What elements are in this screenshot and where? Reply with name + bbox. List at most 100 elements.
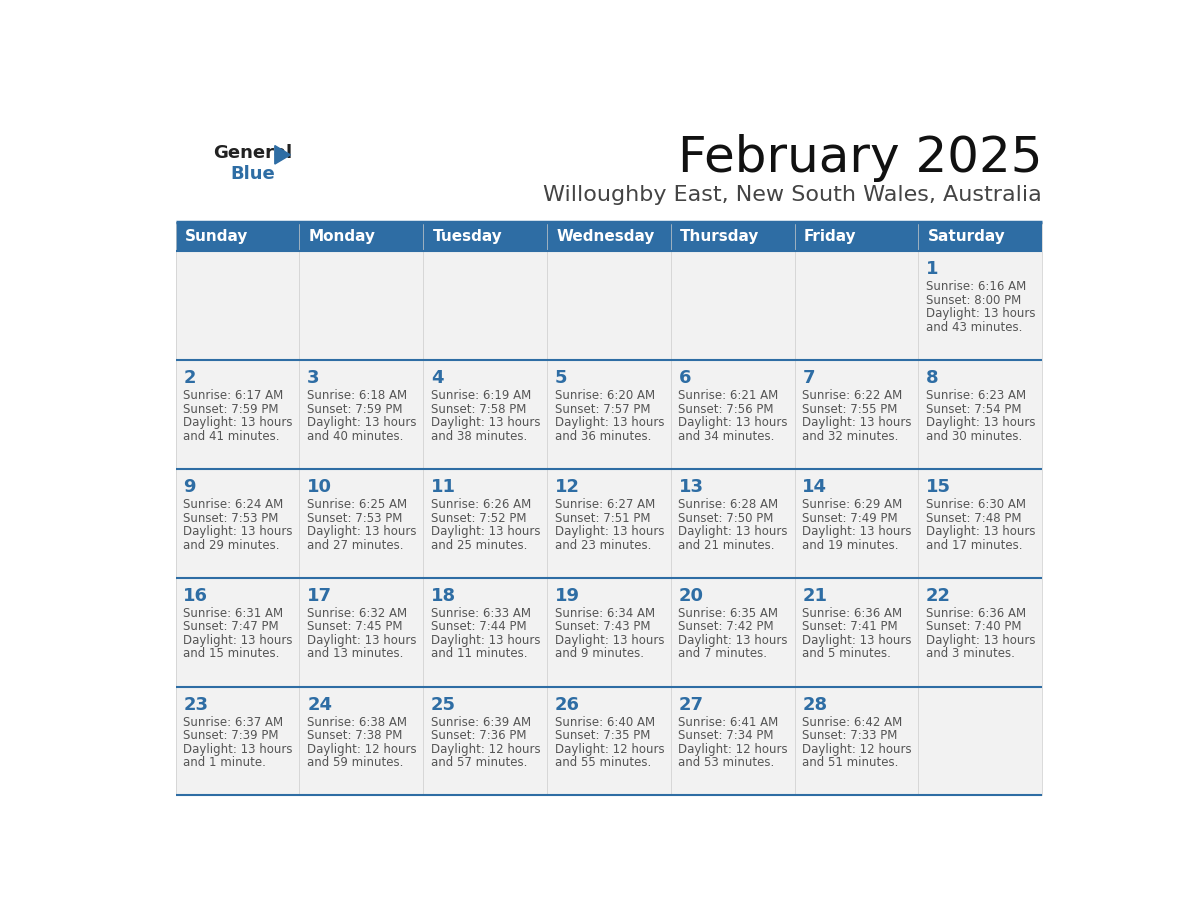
Bar: [423, 687, 546, 796]
Text: and 36 minutes.: and 36 minutes.: [555, 430, 651, 442]
Text: Sunset: 7:51 PM: Sunset: 7:51 PM: [555, 511, 650, 524]
Bar: [795, 577, 918, 687]
Text: Sunrise: 6:35 AM: Sunrise: 6:35 AM: [678, 607, 778, 620]
Text: 14: 14: [802, 478, 827, 496]
Text: and 53 minutes.: and 53 minutes.: [678, 756, 775, 769]
Text: Sunrise: 6:30 AM: Sunrise: 6:30 AM: [927, 498, 1026, 511]
Text: Sunset: 7:42 PM: Sunset: 7:42 PM: [678, 621, 775, 633]
Bar: [299, 469, 423, 577]
Text: 7: 7: [802, 369, 815, 387]
Text: Daylight: 13 hours: Daylight: 13 hours: [431, 416, 541, 429]
Text: Daylight: 13 hours: Daylight: 13 hours: [802, 416, 911, 429]
Text: Daylight: 12 hours: Daylight: 12 hours: [678, 743, 788, 756]
Text: 11: 11: [431, 478, 456, 496]
Text: and 59 minutes.: and 59 minutes.: [308, 756, 404, 769]
Text: and 17 minutes.: and 17 minutes.: [927, 539, 1023, 552]
Text: 20: 20: [678, 587, 703, 605]
Bar: [671, 251, 795, 360]
Bar: [546, 687, 671, 796]
Bar: [176, 687, 299, 796]
Text: Sunrise: 6:17 AM: Sunrise: 6:17 AM: [183, 389, 284, 402]
Text: Sunset: 7:47 PM: Sunset: 7:47 PM: [183, 621, 279, 633]
Bar: [918, 687, 1042, 796]
Text: Sunset: 7:41 PM: Sunset: 7:41 PM: [802, 621, 898, 633]
Text: and 5 minutes.: and 5 minutes.: [802, 647, 891, 660]
Text: and 29 minutes.: and 29 minutes.: [183, 539, 280, 552]
Text: Daylight: 13 hours: Daylight: 13 hours: [802, 634, 911, 647]
Text: and 11 minutes.: and 11 minutes.: [431, 647, 527, 660]
Text: Sunrise: 6:18 AM: Sunrise: 6:18 AM: [308, 389, 407, 402]
Text: Sunset: 7:34 PM: Sunset: 7:34 PM: [678, 729, 775, 743]
Bar: [546, 251, 671, 360]
Text: Daylight: 13 hours: Daylight: 13 hours: [183, 743, 293, 756]
Text: and 40 minutes.: and 40 minutes.: [308, 430, 404, 442]
Text: and 3 minutes.: and 3 minutes.: [927, 647, 1015, 660]
Text: Sunrise: 6:37 AM: Sunrise: 6:37 AM: [183, 716, 284, 729]
Text: 23: 23: [183, 696, 208, 714]
Text: Daylight: 12 hours: Daylight: 12 hours: [555, 743, 664, 756]
Text: Daylight: 13 hours: Daylight: 13 hours: [927, 308, 1036, 320]
Text: Thursday: Thursday: [680, 229, 759, 244]
Text: Sunset: 7:52 PM: Sunset: 7:52 PM: [431, 511, 526, 524]
Text: Daylight: 13 hours: Daylight: 13 hours: [678, 634, 788, 647]
Text: and 41 minutes.: and 41 minutes.: [183, 430, 280, 442]
Text: Daylight: 13 hours: Daylight: 13 hours: [431, 634, 541, 647]
Bar: [795, 687, 918, 796]
Text: Sunrise: 6:26 AM: Sunrise: 6:26 AM: [431, 498, 531, 511]
Bar: [423, 251, 546, 360]
Bar: [423, 577, 546, 687]
Text: and 43 minutes.: and 43 minutes.: [927, 320, 1023, 334]
Text: and 55 minutes.: and 55 minutes.: [555, 756, 651, 769]
Text: Sunrise: 6:21 AM: Sunrise: 6:21 AM: [678, 389, 779, 402]
Text: Daylight: 13 hours: Daylight: 13 hours: [678, 416, 788, 429]
Text: 28: 28: [802, 696, 827, 714]
Text: Sunrise: 6:33 AM: Sunrise: 6:33 AM: [431, 607, 531, 620]
Bar: [546, 222, 671, 251]
Text: Daylight: 13 hours: Daylight: 13 hours: [927, 634, 1036, 647]
Text: and 38 minutes.: and 38 minutes.: [431, 430, 527, 442]
Text: Sunset: 7:35 PM: Sunset: 7:35 PM: [555, 729, 650, 743]
Text: 5: 5: [555, 369, 567, 387]
Text: Sunrise: 6:31 AM: Sunrise: 6:31 AM: [183, 607, 284, 620]
Text: Sunrise: 6:36 AM: Sunrise: 6:36 AM: [802, 607, 903, 620]
Text: Sunrise: 6:40 AM: Sunrise: 6:40 AM: [555, 716, 655, 729]
Text: Sunrise: 6:24 AM: Sunrise: 6:24 AM: [183, 498, 284, 511]
Text: Sunset: 7:53 PM: Sunset: 7:53 PM: [308, 511, 403, 524]
Text: Friday: Friday: [804, 229, 857, 244]
Bar: [176, 222, 299, 251]
Text: General: General: [213, 144, 292, 162]
Bar: [795, 251, 918, 360]
Text: 21: 21: [802, 587, 827, 605]
Text: 16: 16: [183, 587, 208, 605]
Bar: [299, 360, 423, 469]
Text: 24: 24: [308, 696, 333, 714]
Text: and 25 minutes.: and 25 minutes.: [431, 539, 527, 552]
Text: Sunset: 7:54 PM: Sunset: 7:54 PM: [927, 403, 1022, 416]
Text: Sunset: 7:44 PM: Sunset: 7:44 PM: [431, 621, 526, 633]
Text: Sunset: 7:43 PM: Sunset: 7:43 PM: [555, 621, 650, 633]
Bar: [918, 577, 1042, 687]
Bar: [671, 360, 795, 469]
Text: 6: 6: [678, 369, 691, 387]
Text: Daylight: 13 hours: Daylight: 13 hours: [183, 634, 293, 647]
Text: Daylight: 13 hours: Daylight: 13 hours: [431, 525, 541, 538]
Text: Sunset: 7:55 PM: Sunset: 7:55 PM: [802, 403, 898, 416]
Text: Sunrise: 6:39 AM: Sunrise: 6:39 AM: [431, 716, 531, 729]
Text: 18: 18: [431, 587, 456, 605]
Bar: [423, 222, 546, 251]
Text: Daylight: 13 hours: Daylight: 13 hours: [678, 525, 788, 538]
Text: Sunrise: 6:20 AM: Sunrise: 6:20 AM: [555, 389, 655, 402]
Text: 10: 10: [308, 478, 333, 496]
Bar: [546, 469, 671, 577]
Bar: [671, 222, 795, 251]
Text: Daylight: 13 hours: Daylight: 13 hours: [555, 416, 664, 429]
Text: and 15 minutes.: and 15 minutes.: [183, 647, 279, 660]
Text: 13: 13: [678, 478, 703, 496]
Text: Daylight: 13 hours: Daylight: 13 hours: [927, 525, 1036, 538]
Text: February 2025: February 2025: [677, 134, 1042, 182]
Bar: [176, 251, 299, 360]
Bar: [176, 360, 299, 469]
Text: Sunrise: 6:25 AM: Sunrise: 6:25 AM: [308, 498, 407, 511]
Text: Daylight: 13 hours: Daylight: 13 hours: [183, 525, 293, 538]
Bar: [671, 469, 795, 577]
